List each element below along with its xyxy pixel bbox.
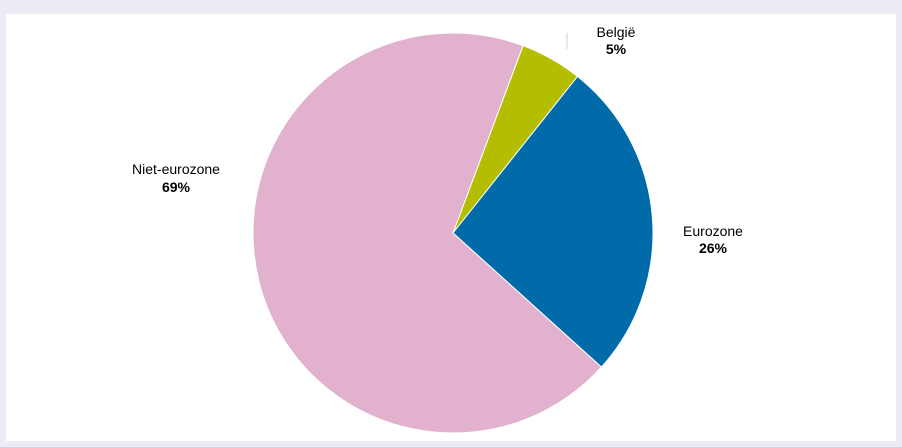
slice-label-belgie-value: 5% bbox=[606, 41, 627, 57]
pie-slice-niet-eurozone bbox=[252, 32, 603, 434]
slice-label-niet-eurozone-name: Niet-eurozone bbox=[132, 161, 220, 177]
slice-label-niet-eurozone-value: 69% bbox=[162, 179, 191, 195]
pie-labels: België 5% Eurozone 26% Niet-eurozone 69% bbox=[132, 24, 743, 256]
slice-label-belgie-name: België bbox=[597, 24, 636, 40]
pie-slice-eurozone bbox=[452, 75, 654, 368]
slice-label-eurozone-value: 26% bbox=[699, 240, 728, 256]
slice-label-eurozone-name: Eurozone bbox=[683, 223, 743, 239]
pie-slices bbox=[252, 32, 654, 434]
